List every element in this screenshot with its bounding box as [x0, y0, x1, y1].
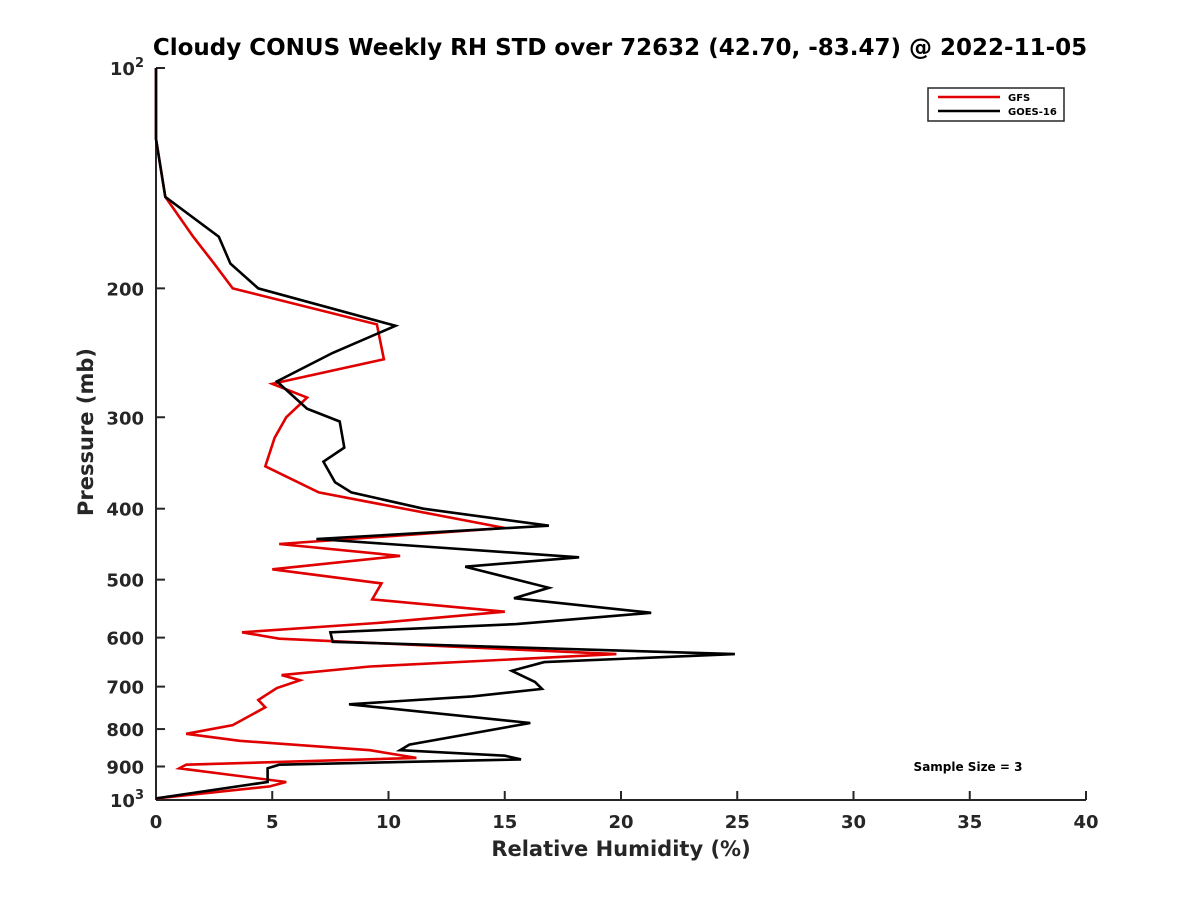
- x-tick-label: 5: [266, 812, 279, 833]
- x-tick-label: 15: [492, 812, 517, 833]
- y-tick-label: 800: [106, 720, 144, 741]
- y-tick-label-exponent: 2: [135, 56, 144, 71]
- x-tick-label: 20: [608, 812, 633, 833]
- chart-title: Cloudy CONUS Weekly RH STD over 72632 (4…: [153, 35, 1087, 61]
- y-tick-label: 400: [106, 500, 144, 521]
- series-line-gfs: [154, 68, 617, 800]
- y-tick-label: 300: [106, 408, 144, 429]
- x-tick-label: 35: [957, 812, 982, 833]
- y-tick-label: 102: [110, 56, 144, 80]
- x-axis-label: Relative Humidity (%): [491, 837, 750, 861]
- legend-label: GOES-16: [1008, 107, 1057, 118]
- y-tick-label-exponent: 3: [135, 788, 144, 803]
- legend: GFS GOES-16: [927, 87, 1065, 122]
- series-layer: [154, 68, 735, 800]
- y-tick-label: 700: [106, 678, 144, 699]
- legend-label: GFS: [1008, 93, 1030, 104]
- series-line-goes-16: [154, 68, 735, 800]
- x-tick-label: 0: [150, 812, 163, 833]
- x-tick-label: 30: [841, 812, 866, 833]
- x-tick-label: 40: [1073, 812, 1098, 833]
- y-tick-label: 900: [106, 758, 144, 779]
- y-tick-label: 500: [106, 571, 144, 592]
- sample-size-annotation: Sample Size = 3: [914, 760, 1023, 774]
- y-tick-label: 200: [106, 279, 144, 300]
- x-tick-label: 10: [376, 812, 401, 833]
- y-tick-label: 600: [106, 629, 144, 650]
- y-axis-label: Pressure (mb): [74, 348, 98, 516]
- y-tick-label-base: 10: [110, 59, 135, 80]
- legend-box: [927, 87, 1065, 122]
- x-tick-label: 25: [725, 812, 750, 833]
- axes: 0 5 10 15 20 25 30 35 40102200300400500600700800…: [106, 56, 1098, 833]
- y-tick-label: 103: [110, 788, 144, 812]
- y-tick-label-base: 10: [110, 791, 135, 812]
